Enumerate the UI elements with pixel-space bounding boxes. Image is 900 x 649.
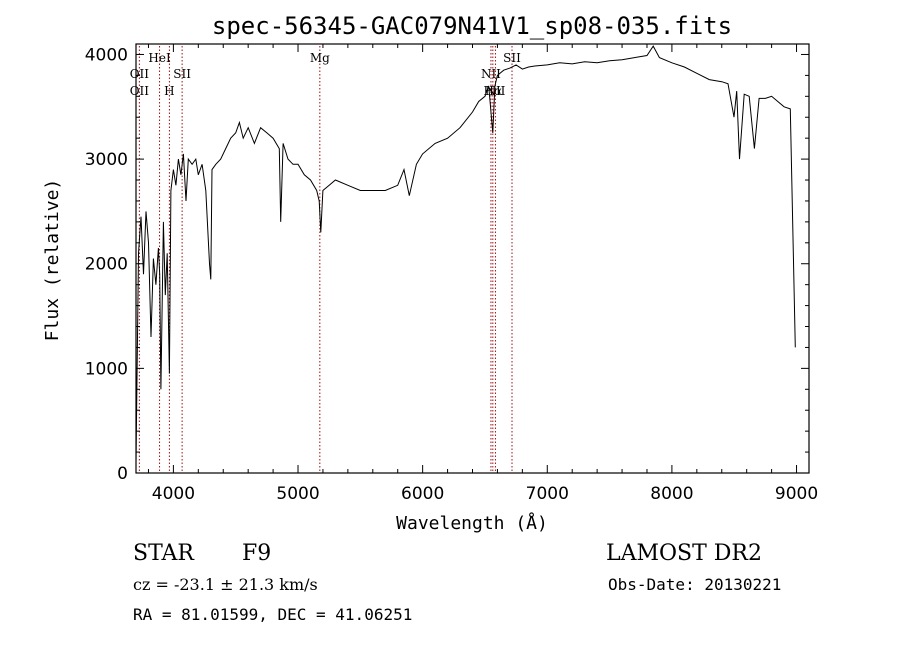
spectrum-line xyxy=(135,45,796,463)
spectral-line-label: SII xyxy=(173,67,191,81)
x-tick-label: 6000 xyxy=(401,484,444,504)
x-tick-label: 9000 xyxy=(775,484,818,504)
x-tick-label: 5000 xyxy=(276,484,319,504)
spectral-line-label: OII xyxy=(130,67,150,81)
survey-name: LAMOST DR2 xyxy=(606,541,762,566)
x-axis-label: Wavelength (Å) xyxy=(396,512,548,534)
spectral-line-label: NII xyxy=(485,84,505,98)
y-tick-label: 1000 xyxy=(85,359,128,379)
axis-ticks: 4000 5000 6000 7000 8000 9000 0 1000 2000 3000 400… xyxy=(85,44,818,504)
spectral-line-label: OII xyxy=(130,84,150,98)
spectral-line-label: HeI xyxy=(148,51,171,65)
y-tick-label: 4000 xyxy=(85,45,128,65)
spectral-line-label: NII xyxy=(481,67,501,81)
x-tick-label: 8000 xyxy=(650,484,693,504)
spectral-line-label: SII xyxy=(503,51,521,65)
ra-dec-coordinates: RA = 81.01599, DEC = 41.06251 xyxy=(133,605,412,624)
observation-date: Obs-Date: 20130221 xyxy=(608,575,781,594)
spectral-line-label: Mg xyxy=(310,51,330,65)
plot-frame xyxy=(135,43,810,474)
y-tick-label: 0 xyxy=(117,464,128,484)
y-tick-label: 2000 xyxy=(85,255,128,275)
y-axis-label: Flux (relative) xyxy=(42,179,63,342)
x-tick-label: 4000 xyxy=(152,484,195,504)
x-tick-label: 7000 xyxy=(526,484,569,504)
redshift-cz: cz = -23.1 ± 21.3 km/s xyxy=(133,575,318,594)
object-class: STAR xyxy=(133,541,195,566)
y-tick-label: 3000 xyxy=(85,150,128,170)
object-subclass: F9 xyxy=(242,541,271,566)
chart-title: spec-56345-GAC079N41V1_sp08-035.fits xyxy=(212,12,732,40)
spectral-line-label: H xyxy=(164,84,174,98)
